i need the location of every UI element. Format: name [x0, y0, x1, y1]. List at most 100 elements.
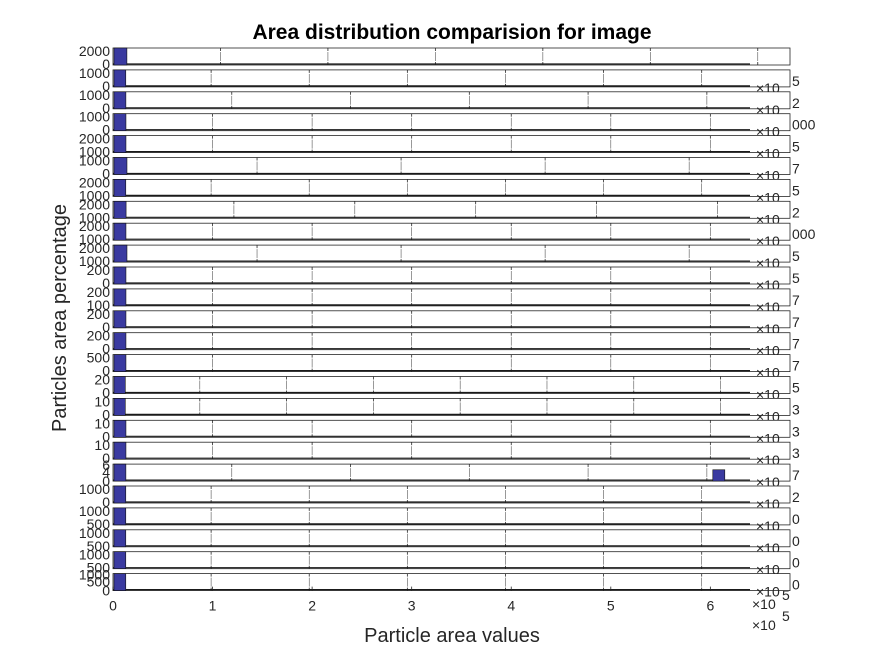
- panel-frame: [112, 354, 791, 373]
- histogram-bar: [113, 91, 127, 110]
- x-exponent-label-secondary: ×10: [752, 617, 776, 633]
- panel-y-tick-label: 0: [102, 473, 110, 489]
- histogram-bar: [113, 354, 127, 372]
- panel-y-tick-label: 0: [102, 450, 110, 466]
- panel-y-tick-label: 1000: [79, 187, 110, 203]
- panel-y-tick-label: 2000: [79, 174, 110, 190]
- panel-overflow-label: 3: [792, 445, 800, 461]
- panel-y-tick-label: 0: [102, 363, 110, 379]
- histogram-panel: 100 3×10: [94, 393, 800, 424]
- panel-frame: [112, 288, 791, 307]
- x-exponent-power-secondary: 5: [782, 608, 790, 624]
- panel-y-tick-label: 6: [102, 457, 110, 473]
- panel-y-tick-label: 1000: [79, 547, 110, 563]
- panel-overflow-label: 7: [792, 161, 800, 177]
- panel-y-tick-label: 1000: [79, 209, 110, 225]
- histogram-bar: [113, 47, 128, 66]
- histogram-bar: [113, 441, 127, 460]
- panel-y-tick-label: 2000: [79, 196, 110, 212]
- histogram-bar: [113, 310, 127, 329]
- panel-y-tick-label: 0: [102, 428, 110, 444]
- panel-frame: [112, 135, 791, 154]
- histogram-bar: [113, 398, 126, 416]
- panel-frame: [112, 310, 791, 329]
- histogram-bar: [712, 469, 726, 482]
- histogram-bar: [113, 529, 127, 548]
- panel-y-tick-label: 0: [102, 100, 110, 116]
- panel-frame: [112, 157, 791, 175]
- panel-y-tick-label: 2000: [79, 218, 110, 234]
- panel-frame: [112, 397, 791, 416]
- histogram-panel: 2000 7×10: [87, 306, 800, 337]
- panel-y-tick-label: 1000: [79, 153, 110, 169]
- panel-y-tick-label: 1000: [79, 503, 110, 519]
- panel-overflow-label: 0: [792, 577, 800, 593]
- panel-y-tick-label: 20: [94, 372, 110, 388]
- panel-overflow-label: 7: [792, 358, 800, 374]
- panel-overflow-label: 5: [792, 248, 800, 264]
- panel-y-tick-label: 1000: [79, 567, 110, 583]
- histogram-bar: [113, 551, 127, 570]
- histogram-bar: [113, 573, 127, 591]
- panel-overflow-label: 7: [792, 292, 800, 308]
- panel-y-tick-label: 2000: [79, 131, 110, 147]
- panel-frame: [112, 507, 791, 526]
- panel-y-tick-label: 4: [102, 464, 110, 480]
- histogram-panel: 640 7×10: [102, 457, 800, 490]
- x-exponent-power: 5: [782, 587, 790, 603]
- histogram-panel: 2000 7×10: [87, 328, 800, 359]
- panel-y-tick-label: 10: [94, 437, 110, 453]
- panel-y-tick-label: 200: [87, 306, 111, 322]
- histogram-panel: 2000 5×10: [87, 262, 800, 293]
- panel-frame: [112, 551, 791, 570]
- panel-y-tick-label: 500: [87, 538, 111, 554]
- panel-frame: [112, 244, 791, 263]
- panel-y-tick-label: 0: [102, 166, 110, 182]
- panel-frame: [112, 178, 791, 197]
- panel-overflow-label: 5: [792, 73, 800, 89]
- panel-y-tick-label: 0: [102, 78, 110, 94]
- panel-overflow-label: 0: [792, 555, 800, 571]
- panel-frame: [112, 419, 791, 438]
- shared-x-axis: 0 1 2 3 4 5 6 ×105×105: [109, 586, 790, 633]
- histogram-bar: [113, 244, 128, 263]
- x-tick-label: 0: [109, 598, 117, 614]
- x-tick-label: 4: [507, 598, 515, 614]
- histogram-bar: [113, 332, 127, 351]
- panel-frame: [112, 463, 791, 482]
- panel-y-tick-label: 1000: [79, 144, 110, 160]
- panel-overflow-label: 000: [792, 226, 816, 242]
- panel-frame: [112, 529, 791, 548]
- panel-y-tick-label: 200: [87, 262, 111, 278]
- x-tick-label: 2: [308, 598, 316, 614]
- panel-y-tick-label: 200: [87, 284, 111, 300]
- panel-y-tick-label: 200: [87, 328, 111, 344]
- panel-y-tick-label: 0: [102, 319, 110, 335]
- panel-overflow-label: 000: [792, 117, 816, 133]
- x-axis-label: Particle area values: [364, 625, 540, 647]
- panel-y-tick-label: 0: [102, 583, 110, 599]
- panel-y-tick-label: 500: [87, 350, 111, 366]
- panel-y-tick-label: 0: [102, 275, 110, 291]
- histogram-panel: 100 3×10: [94, 415, 800, 446]
- panel-exponent-label: ×10: [756, 584, 780, 600]
- panel-y-tick-label: 0: [102, 385, 110, 401]
- panel-y-tick-label: 1000: [79, 65, 110, 81]
- x-tick-label: 3: [408, 598, 416, 614]
- histogram-bar: [113, 507, 127, 526]
- panel-y-tick-label: 0: [102, 341, 110, 357]
- panel-overflow-label: 5: [792, 139, 800, 155]
- panel-overflow-label: 2: [792, 489, 800, 505]
- histogram-bar: [113, 288, 127, 307]
- histogram-bar: [113, 201, 127, 219]
